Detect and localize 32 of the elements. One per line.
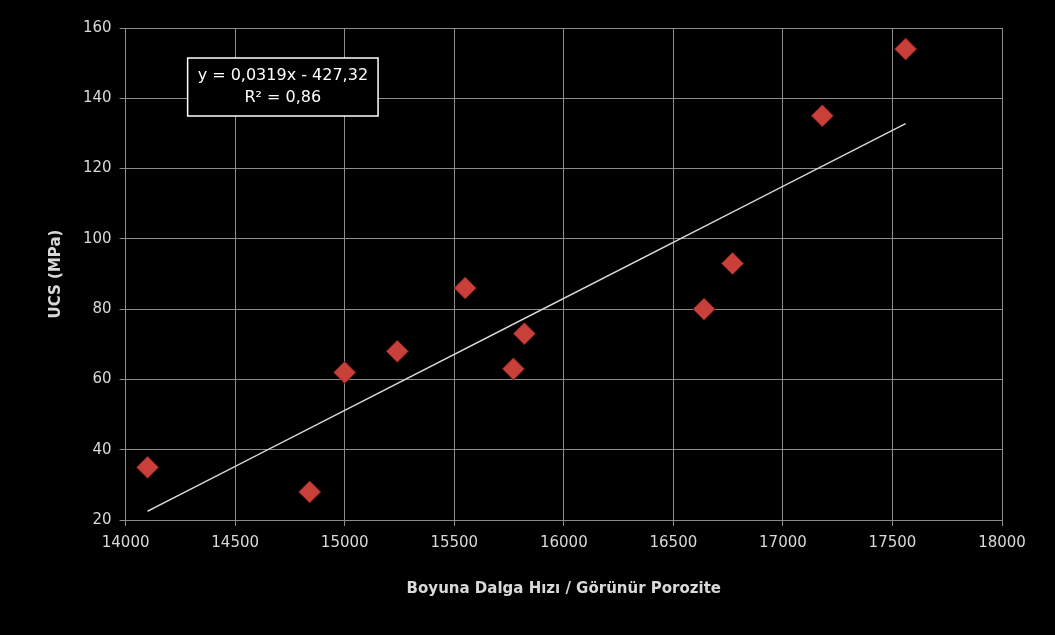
x-tick-label: 17500 — [868, 532, 917, 551]
x-tick-label: 15000 — [320, 532, 369, 551]
x-tick-label: 18000 — [978, 532, 1026, 551]
point — [810, 104, 834, 128]
point — [298, 480, 322, 504]
y-axis-title: UCS (MPa) — [45, 229, 64, 319]
point — [453, 276, 477, 300]
point — [333, 360, 357, 384]
y-tick-label: 160 — [82, 17, 112, 36]
point — [136, 455, 160, 479]
y-tick-label: 140 — [82, 88, 112, 107]
x-tick-label: 16000 — [539, 532, 588, 551]
point — [501, 357, 525, 381]
y-tick-label: 20 — [92, 509, 112, 528]
annotation: y = 0,0319x - 427,32 — [197, 65, 369, 85]
y-tick-label: 40 — [92, 439, 112, 458]
x-tick-label: 17000 — [759, 532, 807, 551]
x-axis-title: Boyuna Dalga Hızı / Görünür Porozite — [406, 578, 722, 597]
y-tick-label: 100 — [82, 228, 112, 247]
x-tick-label: 14500 — [211, 532, 260, 551]
y-tick-label: 80 — [92, 299, 112, 318]
point — [692, 297, 716, 321]
point — [721, 251, 745, 275]
point — [385, 339, 409, 363]
y-tick-label: 120 — [82, 158, 112, 177]
x-tick-label: 14000 — [101, 532, 150, 551]
x-tick-label: 15500 — [430, 532, 479, 551]
point — [512, 322, 536, 346]
x-tick-label: 16500 — [649, 532, 698, 551]
y-tick-label: 60 — [92, 369, 112, 388]
point — [894, 37, 918, 61]
annotation: R² = 0,86 — [244, 87, 322, 107]
